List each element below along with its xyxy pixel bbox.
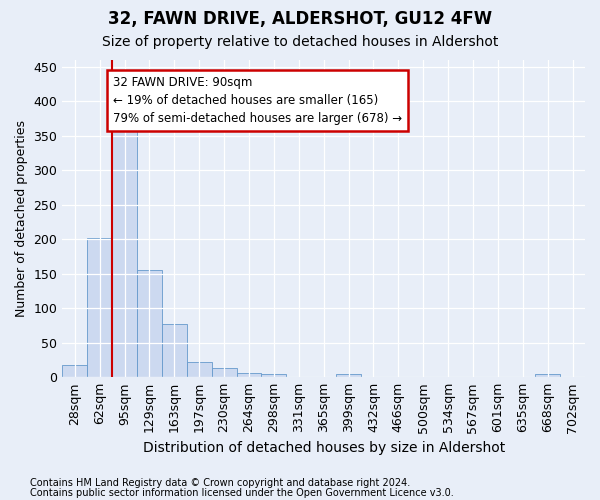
Bar bbox=[535, 374, 560, 377]
Y-axis label: Number of detached properties: Number of detached properties bbox=[15, 120, 28, 317]
Text: Size of property relative to detached houses in Aldershot: Size of property relative to detached ho… bbox=[102, 35, 498, 49]
Bar bbox=[262, 374, 286, 377]
Bar bbox=[62, 365, 87, 377]
Bar bbox=[112, 124, 137, 377]
Bar bbox=[137, 270, 162, 377]
Text: Contains public sector information licensed under the Open Government Licence v3: Contains public sector information licen… bbox=[30, 488, 454, 498]
Text: Contains HM Land Registry data © Crown copyright and database right 2024.: Contains HM Land Registry data © Crown c… bbox=[30, 478, 410, 488]
Bar bbox=[162, 324, 187, 377]
X-axis label: Distribution of detached houses by size in Aldershot: Distribution of detached houses by size … bbox=[143, 441, 505, 455]
Bar bbox=[236, 373, 262, 377]
Bar bbox=[87, 238, 112, 377]
Bar bbox=[212, 368, 236, 377]
Bar bbox=[336, 374, 361, 377]
Text: 32, FAWN DRIVE, ALDERSHOT, GU12 4FW: 32, FAWN DRIVE, ALDERSHOT, GU12 4FW bbox=[108, 10, 492, 28]
Bar bbox=[187, 362, 212, 377]
Text: 32 FAWN DRIVE: 90sqm
← 19% of detached houses are smaller (165)
79% of semi-deta: 32 FAWN DRIVE: 90sqm ← 19% of detached h… bbox=[113, 76, 403, 125]
